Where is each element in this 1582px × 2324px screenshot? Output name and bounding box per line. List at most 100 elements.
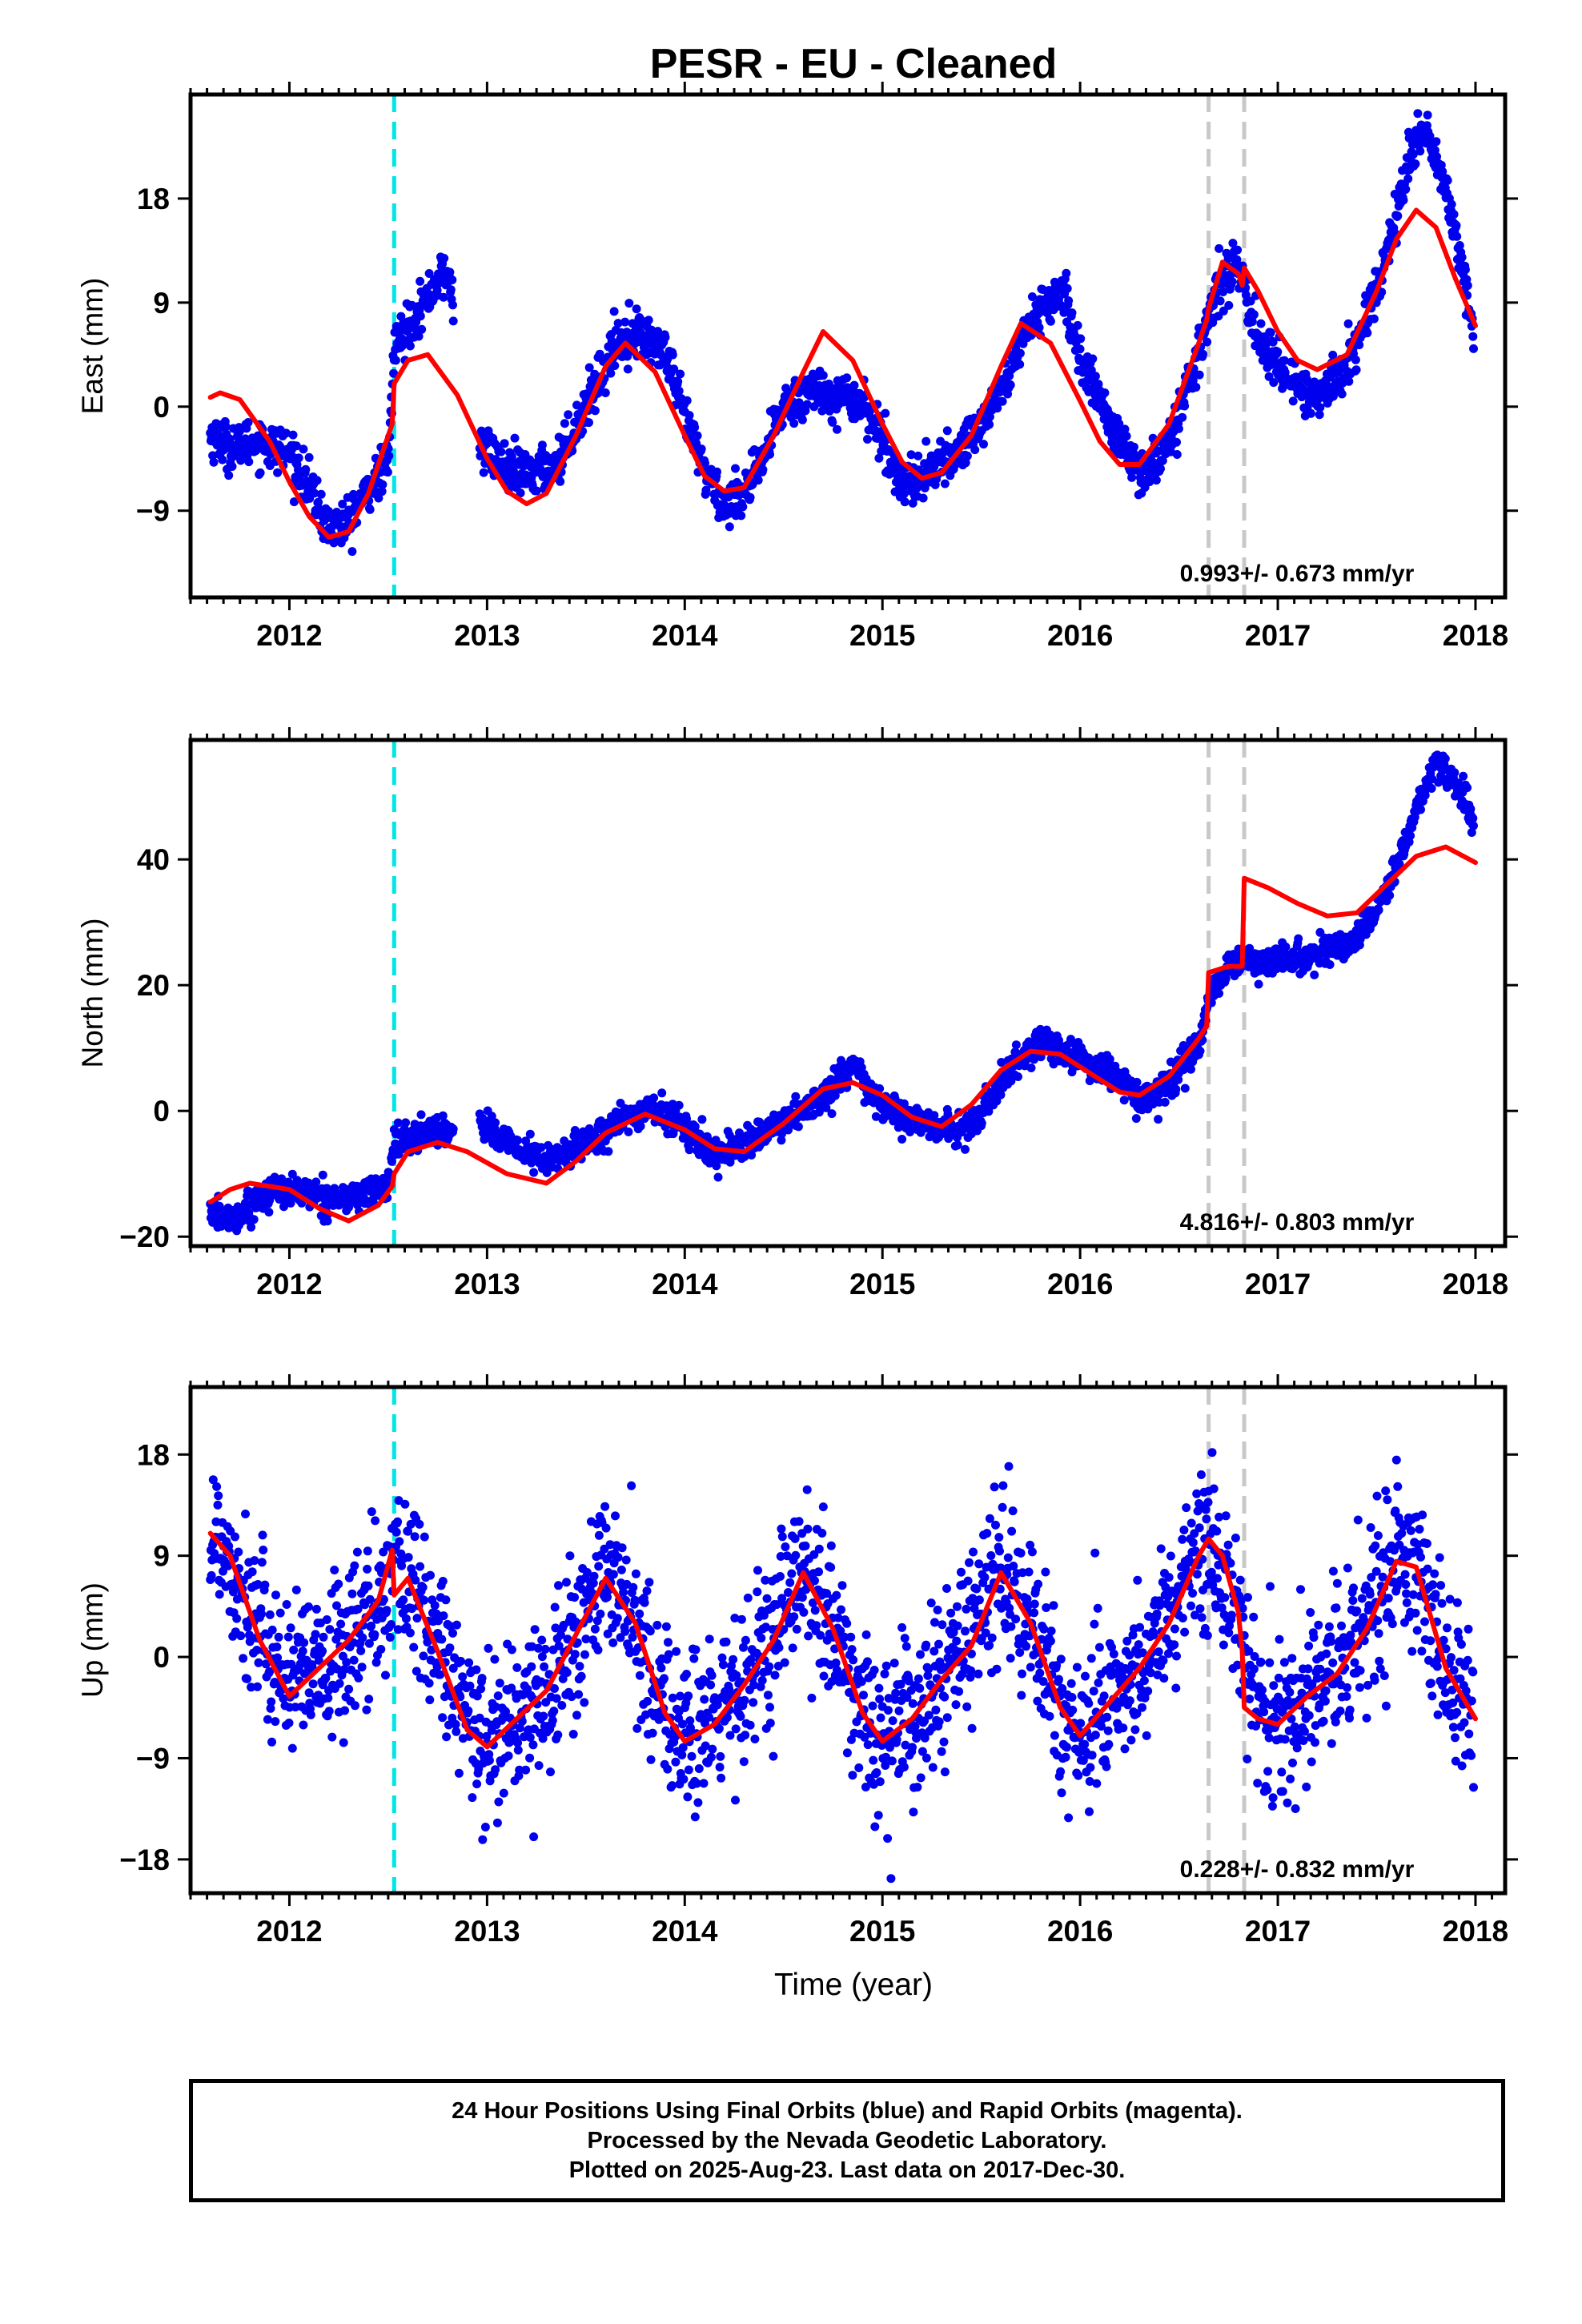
data-point — [452, 1727, 461, 1736]
data-point — [445, 1643, 455, 1653]
data-point — [331, 1634, 341, 1644]
data-point — [207, 1570, 216, 1580]
data-point — [432, 1663, 442, 1671]
data-point — [438, 1577, 448, 1586]
data-point — [289, 1645, 299, 1655]
data-point — [364, 1695, 374, 1704]
data-point — [404, 1553, 413, 1562]
data-point — [379, 1547, 388, 1557]
data-point — [525, 1733, 535, 1742]
y-tick-label: 0 — [153, 1095, 170, 1128]
data-point — [244, 457, 254, 467]
data-point — [400, 1499, 410, 1509]
data-point — [265, 1667, 275, 1676]
data-point — [996, 1090, 1006, 1100]
data-point — [304, 452, 314, 462]
data-point — [452, 1620, 461, 1630]
data-point — [507, 1645, 516, 1655]
data-point — [985, 420, 994, 429]
data-point — [961, 1144, 970, 1154]
data-point — [288, 430, 298, 440]
y-axis-label: North (mm) — [76, 918, 109, 1068]
data-point — [412, 1667, 421, 1676]
data-point — [484, 1755, 494, 1765]
data-point — [908, 498, 917, 508]
data-point — [802, 400, 812, 409]
data-point — [530, 1625, 540, 1634]
data-point — [387, 1156, 396, 1166]
data-point — [1054, 1035, 1063, 1045]
data-point — [311, 1177, 321, 1187]
data-point — [693, 431, 702, 440]
data-point — [412, 1614, 422, 1623]
data-point — [871, 1112, 881, 1121]
data-point — [821, 1103, 831, 1112]
data-point — [322, 1615, 331, 1624]
data-point — [1401, 184, 1411, 194]
data-points — [206, 109, 1478, 557]
data-point — [472, 1691, 482, 1701]
plot-frame — [188, 92, 1508, 600]
data-point — [1067, 308, 1077, 318]
model-fit-line — [207, 207, 1478, 540]
data-point — [465, 1681, 475, 1691]
data-point — [289, 497, 299, 507]
data-point — [1064, 296, 1074, 305]
data-point — [311, 1604, 321, 1614]
data-point — [1172, 450, 1182, 459]
data-point — [424, 1679, 434, 1688]
data-point — [267, 1697, 276, 1707]
data-point — [725, 522, 734, 532]
data-point — [415, 1519, 424, 1529]
data-point — [227, 462, 237, 471]
x-tick-label: 2015 — [849, 619, 915, 652]
data-point — [495, 1679, 504, 1688]
data-point — [272, 1642, 282, 1651]
data-point — [261, 1659, 271, 1669]
data-point — [500, 439, 509, 448]
data-point — [1241, 290, 1251, 300]
data-point — [442, 1732, 452, 1742]
data-point — [940, 479, 950, 489]
data-point — [299, 444, 308, 454]
data-point — [1440, 754, 1450, 763]
data-point — [1467, 828, 1476, 837]
data-point — [385, 1633, 395, 1642]
data-point — [1351, 355, 1360, 364]
data-point — [409, 1642, 419, 1652]
data-point — [1315, 410, 1324, 420]
data-point — [291, 1703, 300, 1712]
data-point — [513, 1738, 523, 1747]
data-point — [440, 254, 449, 263]
data-point — [448, 1628, 457, 1638]
data-point — [1100, 388, 1110, 397]
data-point — [1156, 464, 1165, 473]
data-point — [777, 1136, 786, 1145]
data-point — [416, 276, 425, 286]
data-point — [515, 1723, 524, 1733]
data-point — [325, 1625, 335, 1634]
data-point — [998, 396, 1007, 406]
data-point — [417, 324, 427, 334]
x-tick-label: 2017 — [1245, 1268, 1311, 1301]
data-point — [539, 1711, 548, 1721]
data-point — [1351, 365, 1361, 375]
rate-annotation: 4.816+/- 0.803 mm/yr — [1180, 1209, 1415, 1236]
data-point — [1468, 814, 1478, 823]
data-point — [765, 449, 774, 459]
data-point — [332, 1601, 341, 1610]
data-point — [448, 1124, 458, 1134]
data-point — [336, 1619, 346, 1629]
data-point — [348, 489, 358, 499]
data-point — [1131, 1114, 1141, 1124]
data-point — [942, 426, 952, 436]
data-point — [1070, 1048, 1079, 1058]
data-point — [657, 1088, 667, 1098]
data-point — [393, 1118, 403, 1128]
data-point — [291, 441, 301, 451]
x-tick-label: 2014 — [652, 619, 718, 652]
data-point — [1269, 378, 1279, 388]
data-point — [1232, 255, 1242, 264]
data-point — [537, 1652, 547, 1662]
